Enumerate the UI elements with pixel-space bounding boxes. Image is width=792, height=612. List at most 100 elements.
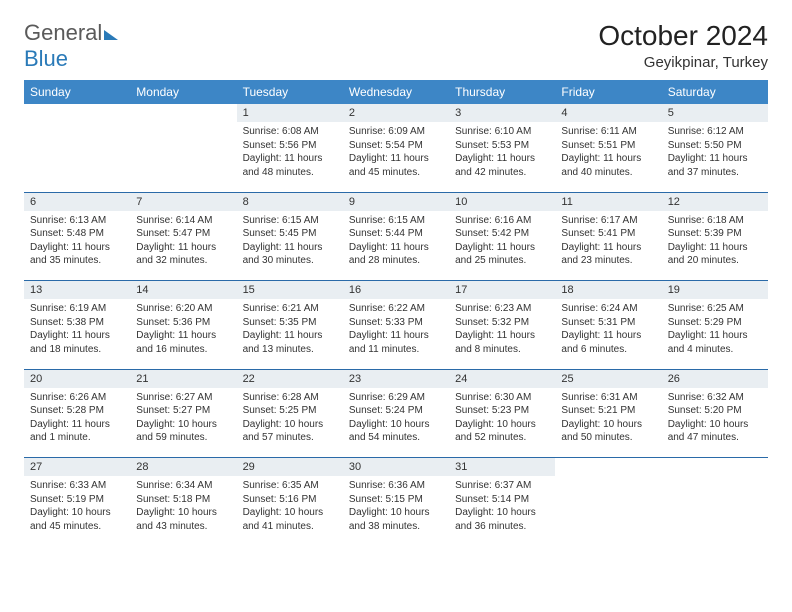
day-body: Sunrise: 6:24 AMSunset: 5:31 PMDaylight:… (555, 299, 661, 362)
day-cell: 1Sunrise: 6:08 AMSunset: 5:56 PMDaylight… (237, 104, 343, 192)
daylight: Daylight: 10 hours and 47 minutes. (668, 418, 762, 445)
sunset: Sunset: 5:38 PM (30, 316, 124, 330)
day-number: 30 (343, 458, 449, 476)
day-body: Sunrise: 6:25 AMSunset: 5:29 PMDaylight:… (662, 299, 768, 362)
day-body: Sunrise: 6:30 AMSunset: 5:23 PMDaylight:… (449, 388, 555, 451)
day-number: 22 (237, 370, 343, 388)
day-cell: 23Sunrise: 6:29 AMSunset: 5:24 PMDayligh… (343, 370, 449, 458)
week-row: 20Sunrise: 6:26 AMSunset: 5:28 PMDayligh… (24, 370, 768, 458)
sunrise: Sunrise: 6:23 AM (455, 302, 549, 316)
daylight: Daylight: 11 hours and 28 minutes. (349, 241, 443, 268)
day-number: 13 (24, 281, 130, 299)
sunset: Sunset: 5:45 PM (243, 227, 337, 241)
day-cell: 14Sunrise: 6:20 AMSunset: 5:36 PMDayligh… (130, 281, 236, 369)
sunrise: Sunrise: 6:35 AM (243, 479, 337, 493)
daylight: Daylight: 10 hours and 43 minutes. (136, 506, 230, 533)
day-body: Sunrise: 6:15 AMSunset: 5:44 PMDaylight:… (343, 211, 449, 274)
sunrise: Sunrise: 6:17 AM (561, 214, 655, 228)
day-cell: 9Sunrise: 6:15 AMSunset: 5:44 PMDaylight… (343, 193, 449, 281)
week-row: 13Sunrise: 6:19 AMSunset: 5:38 PMDayligh… (24, 281, 768, 369)
day-cell: 12Sunrise: 6:18 AMSunset: 5:39 PMDayligh… (662, 193, 768, 281)
day-number: 16 (343, 281, 449, 299)
daylight: Daylight: 10 hours and 59 minutes. (136, 418, 230, 445)
dow-tue: Tuesday (237, 80, 343, 104)
day-cell: 11Sunrise: 6:17 AMSunset: 5:41 PMDayligh… (555, 193, 661, 281)
sunset: Sunset: 5:18 PM (136, 493, 230, 507)
day-body: Sunrise: 6:28 AMSunset: 5:25 PMDaylight:… (237, 388, 343, 451)
day-number: 23 (343, 370, 449, 388)
day-cell: 30Sunrise: 6:36 AMSunset: 5:15 PMDayligh… (343, 458, 449, 546)
sunrise: Sunrise: 6:18 AM (668, 214, 762, 228)
daylight: Daylight: 11 hours and 11 minutes. (349, 329, 443, 356)
day-cell: . (555, 458, 661, 546)
sunset: Sunset: 5:14 PM (455, 493, 549, 507)
day-number: 25 (555, 370, 661, 388)
day-body: Sunrise: 6:17 AMSunset: 5:41 PMDaylight:… (555, 211, 661, 274)
logo-text: General Blue (24, 20, 118, 72)
day-body: Sunrise: 6:11 AMSunset: 5:51 PMDaylight:… (555, 122, 661, 185)
day-number: 27 (24, 458, 130, 476)
header: General Blue October 2024 Geyikpinar, Tu… (24, 20, 768, 72)
sunrise: Sunrise: 6:15 AM (243, 214, 337, 228)
sunrise: Sunrise: 6:25 AM (668, 302, 762, 316)
day-number: 3 (449, 104, 555, 122)
daylight: Daylight: 11 hours and 42 minutes. (455, 152, 549, 179)
sunrise: Sunrise: 6:26 AM (30, 391, 124, 405)
sunset: Sunset: 5:51 PM (561, 139, 655, 153)
location: Geyikpinar, Turkey (598, 54, 768, 71)
sunset: Sunset: 5:28 PM (30, 404, 124, 418)
sunrise: Sunrise: 6:20 AM (136, 302, 230, 316)
day-cell: 24Sunrise: 6:30 AMSunset: 5:23 PMDayligh… (449, 370, 555, 458)
day-cell: 26Sunrise: 6:32 AMSunset: 5:20 PMDayligh… (662, 370, 768, 458)
sunset: Sunset: 5:23 PM (455, 404, 549, 418)
dow-mon: Monday (130, 80, 236, 104)
sunset: Sunset: 5:35 PM (243, 316, 337, 330)
triangle-icon (104, 30, 118, 40)
dow-fri: Friday (555, 80, 661, 104)
day-number: 29 (237, 458, 343, 476)
day-cell: 16Sunrise: 6:22 AMSunset: 5:33 PMDayligh… (343, 281, 449, 369)
day-cell: 7Sunrise: 6:14 AMSunset: 5:47 PMDaylight… (130, 193, 236, 281)
daylight: Daylight: 11 hours and 8 minutes. (455, 329, 549, 356)
sunrise: Sunrise: 6:15 AM (349, 214, 443, 228)
day-number: 26 (662, 370, 768, 388)
day-cell: . (662, 458, 768, 546)
day-number: 7 (130, 193, 236, 211)
day-cell: 13Sunrise: 6:19 AMSunset: 5:38 PMDayligh… (24, 281, 130, 369)
day-number: 12 (662, 193, 768, 211)
daylight: Daylight: 10 hours and 36 minutes. (455, 506, 549, 533)
daylight: Daylight: 10 hours and 38 minutes. (349, 506, 443, 533)
day-body: Sunrise: 6:09 AMSunset: 5:54 PMDaylight:… (343, 122, 449, 185)
logo: General Blue (24, 20, 118, 72)
sunrise: Sunrise: 6:30 AM (455, 391, 549, 405)
day-cell: 17Sunrise: 6:23 AMSunset: 5:32 PMDayligh… (449, 281, 555, 369)
sunrise: Sunrise: 6:21 AM (243, 302, 337, 316)
sunset: Sunset: 5:39 PM (668, 227, 762, 241)
calendar-body: .. 1Sunrise: 6:08 AMSunset: 5:56 PMDaylig… (24, 104, 768, 546)
sunrise: Sunrise: 6:29 AM (349, 391, 443, 405)
day-body: Sunrise: 6:26 AMSunset: 5:28 PMDaylight:… (24, 388, 130, 451)
daylight: Daylight: 11 hours and 25 minutes. (455, 241, 549, 268)
week-row: 27Sunrise: 6:33 AMSunset: 5:19 PMDayligh… (24, 458, 768, 546)
sunset: Sunset: 5:31 PM (561, 316, 655, 330)
week-row: 6Sunrise: 6:13 AMSunset: 5:48 PMDaylight… (24, 193, 768, 281)
day-number: 18 (555, 281, 661, 299)
sunset: Sunset: 5:33 PM (349, 316, 443, 330)
day-number: 14 (130, 281, 236, 299)
daylight: Daylight: 11 hours and 6 minutes. (561, 329, 655, 356)
sunrise: Sunrise: 6:31 AM (561, 391, 655, 405)
dow-sun: Sunday (24, 80, 130, 104)
day-body: Sunrise: 6:19 AMSunset: 5:38 PMDaylight:… (24, 299, 130, 362)
day-body: Sunrise: 6:36 AMSunset: 5:15 PMDaylight:… (343, 476, 449, 539)
day-number: 4 (555, 104, 661, 122)
daylight: Daylight: 10 hours and 50 minutes. (561, 418, 655, 445)
sunrise: Sunrise: 6:36 AM (349, 479, 443, 493)
daylight: Daylight: 11 hours and 1 minute. (30, 418, 124, 445)
sunset: Sunset: 5:19 PM (30, 493, 124, 507)
sunset: Sunset: 5:53 PM (455, 139, 549, 153)
day-cell: 19Sunrise: 6:25 AMSunset: 5:29 PMDayligh… (662, 281, 768, 369)
sunrise: Sunrise: 6:34 AM (136, 479, 230, 493)
day-body: Sunrise: 6:22 AMSunset: 5:33 PMDaylight:… (343, 299, 449, 362)
day-body: Sunrise: 6:34 AMSunset: 5:18 PMDaylight:… (130, 476, 236, 539)
sunset: Sunset: 5:20 PM (668, 404, 762, 418)
